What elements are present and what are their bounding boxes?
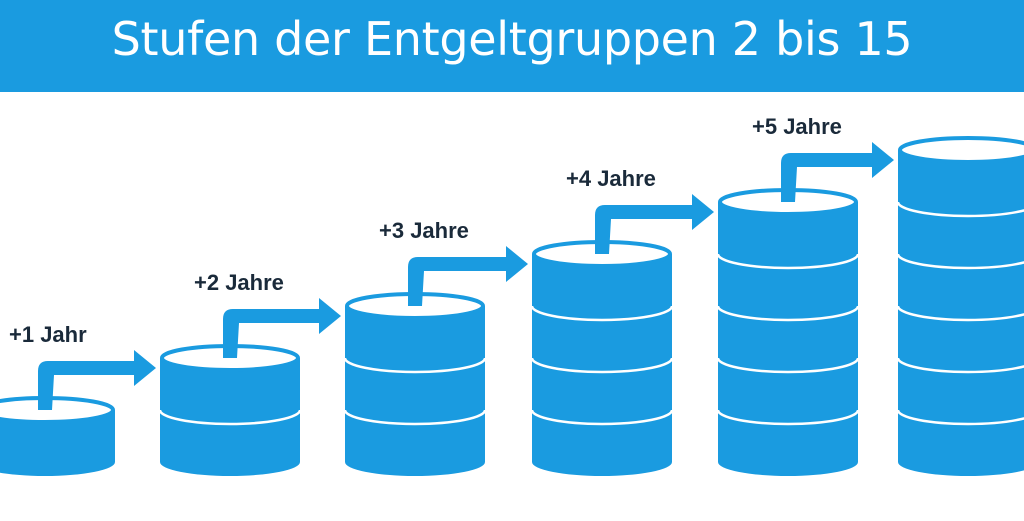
coin-separator xyxy=(530,409,674,426)
step-arrow-1 xyxy=(38,350,156,410)
stufe-5-coin-stack xyxy=(716,188,860,476)
stufe-6-stack-body xyxy=(898,150,1024,476)
title-banner: Stufen der Entgeltgruppen 2 bis 15 xyxy=(0,0,1024,92)
transition-label-3: +3 Jahre xyxy=(379,218,469,243)
page-title: Stufen der Entgeltgruppen 2 bis 15 xyxy=(111,12,913,66)
coin-separator xyxy=(896,305,1024,322)
step-arrow-5 xyxy=(781,142,894,202)
step-arrow-3 xyxy=(408,246,528,306)
coin-separator xyxy=(896,357,1024,374)
coin-separator xyxy=(896,409,1024,426)
transition-label-2: +2 Jahre xyxy=(194,270,284,295)
coin-separator xyxy=(343,409,487,426)
stufe-5-stack-body xyxy=(718,202,858,476)
coin-separator xyxy=(716,357,860,374)
step-arrow-4 xyxy=(595,194,714,254)
stufe-6-coin-top xyxy=(898,136,1024,164)
stufe-1-coin-stack xyxy=(0,396,115,476)
stufe-4-coin-stack xyxy=(530,240,674,476)
transition-label-4: +4 Jahre xyxy=(566,166,656,191)
coin-separator xyxy=(530,357,674,374)
stufe-1-stack-body xyxy=(0,410,115,476)
stufe-4-stack-body xyxy=(532,254,672,476)
coin-separator xyxy=(158,409,302,426)
coin-separator xyxy=(716,409,860,426)
coin-separator xyxy=(896,201,1024,218)
transition-label-1: +1 Jahr xyxy=(9,322,87,347)
stufe-6-coin-stack xyxy=(896,136,1024,476)
stufe-2-coin-stack xyxy=(158,344,302,476)
coin-separator xyxy=(530,305,674,322)
stufe-2-stack-body xyxy=(160,358,300,476)
stufe-3-stack-body xyxy=(345,306,485,476)
transition-label-5: +5 Jahre xyxy=(752,114,842,139)
coin-separator xyxy=(343,357,487,374)
coin-separator xyxy=(716,305,860,322)
coin-separator xyxy=(716,253,860,270)
step-arrow-2 xyxy=(223,298,341,358)
stufe-1-coin-top xyxy=(0,396,115,424)
coin-separator xyxy=(896,253,1024,270)
stufe-3-coin-stack xyxy=(343,292,487,476)
